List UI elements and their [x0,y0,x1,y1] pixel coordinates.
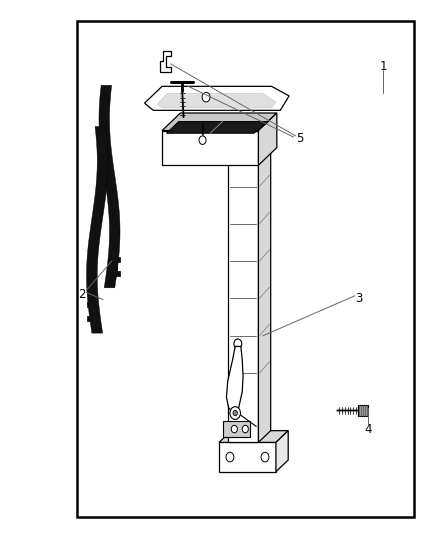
Polygon shape [110,257,120,276]
Polygon shape [99,85,120,288]
Polygon shape [358,405,368,416]
Polygon shape [166,122,268,133]
Polygon shape [145,86,289,110]
Text: 4: 4 [364,423,372,435]
Circle shape [231,425,237,433]
Circle shape [226,452,234,462]
Circle shape [230,407,240,419]
Polygon shape [226,346,243,413]
Polygon shape [219,442,276,472]
Circle shape [261,452,269,462]
Polygon shape [162,113,277,131]
Text: 3: 3 [356,292,363,305]
Text: 2: 2 [78,288,86,301]
Polygon shape [87,126,108,333]
Polygon shape [223,421,250,437]
Polygon shape [276,431,288,472]
Polygon shape [219,431,288,442]
Text: 5: 5 [297,132,304,145]
Polygon shape [258,113,277,165]
Circle shape [242,425,248,433]
Polygon shape [162,131,258,165]
Circle shape [233,410,237,416]
Circle shape [234,339,242,349]
Polygon shape [258,138,271,442]
Bar [77,21,414,517]
Polygon shape [160,51,171,72]
Circle shape [202,92,210,102]
Polygon shape [158,94,276,108]
Polygon shape [228,138,271,149]
Text: 1: 1 [379,60,387,73]
Circle shape [199,136,206,144]
Polygon shape [87,302,97,321]
Polygon shape [228,149,258,442]
